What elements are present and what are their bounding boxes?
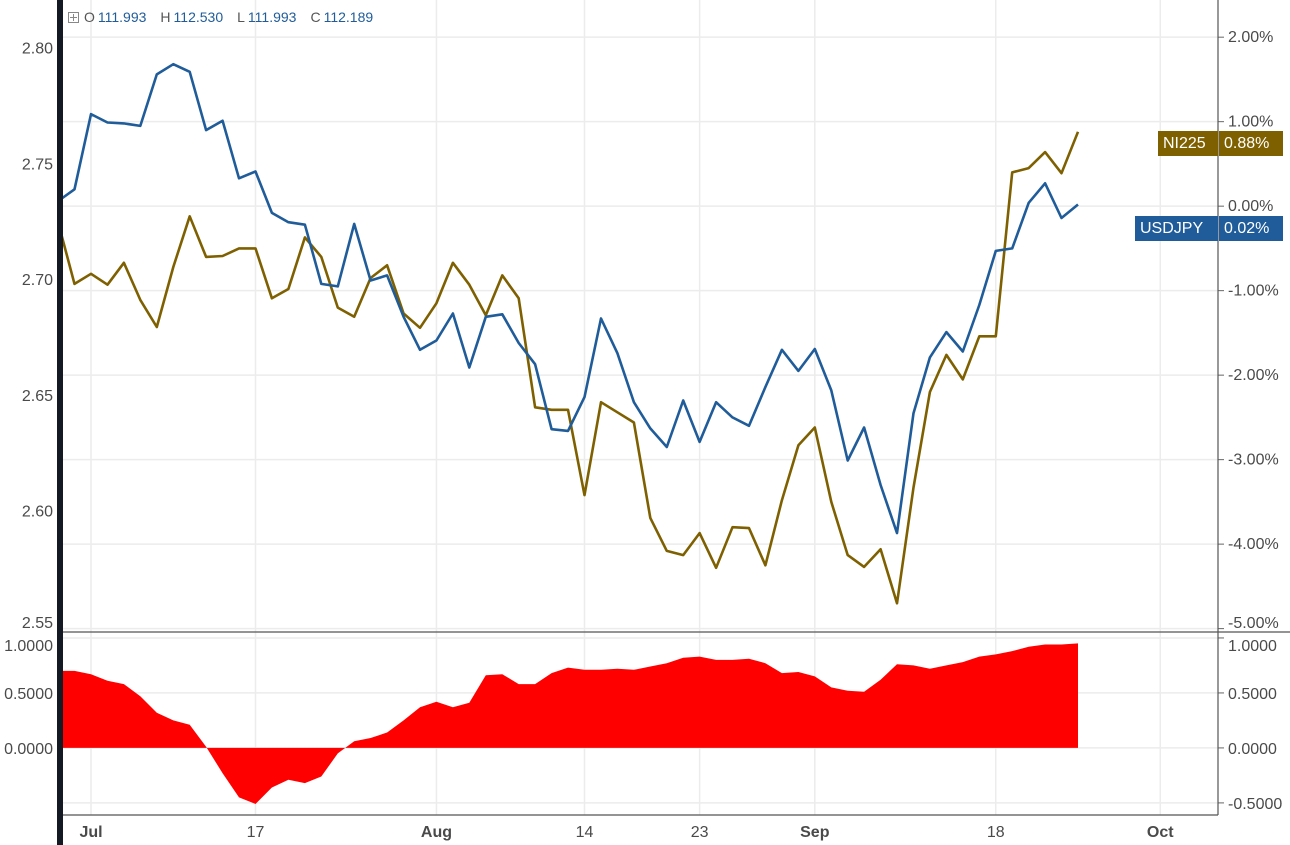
high-value: 112.530 (173, 9, 224, 25)
left-axis-label: 2.75 (22, 156, 53, 173)
high-label: H (160, 9, 171, 25)
right-axis-label: -1.00% (1228, 283, 1279, 300)
ni225-name-tag: NI225 (1158, 131, 1218, 156)
sub-right-axis-label: 0.0000 (1228, 741, 1277, 758)
left-axis-label: 2.80 (22, 41, 53, 58)
sub-right-axis-label: -0.5000 (1228, 796, 1282, 813)
sub-left-axis-label: 1.0000 (4, 638, 53, 655)
left-axis-label: 2.65 (22, 388, 53, 405)
x-tick-label: Oct (1147, 824, 1174, 841)
open-value: 111.993 (97, 9, 147, 25)
correlation-area (63, 643, 1078, 804)
left-scrollbar-edge (57, 0, 63, 845)
close-label: C (310, 9, 321, 25)
ni225-value-tag: 0.88% (1219, 131, 1283, 156)
low-value: 111.993 (247, 9, 297, 25)
x-tick-label: Sep (800, 824, 830, 841)
open-label: O (84, 9, 95, 25)
usdjpy-line (63, 62, 1079, 535)
right-axis-label: -3.00% (1228, 452, 1279, 469)
sub-left-axis-label: 0.0000 (4, 741, 53, 758)
right-axis-label: 0.00% (1228, 198, 1273, 215)
right-axis-label: 2.00% (1228, 29, 1273, 46)
right-axis-label: -2.00% (1228, 367, 1279, 384)
x-tick-label: Jul (79, 824, 102, 841)
sub-left-axis-label: 0.5000 (4, 686, 53, 703)
right-axis-label: -5.00% (1228, 615, 1279, 632)
plus-square-icon[interactable] (68, 11, 79, 23)
left-axis-label: 2.70 (22, 272, 53, 289)
sub-right-axis-label: 1.0000 (1228, 638, 1277, 655)
close-value: 112.189 (323, 9, 374, 25)
low-label: L (237, 9, 245, 25)
sub-right-axis-label: 0.5000 (1228, 686, 1277, 703)
x-tick-label: 18 (987, 824, 1005, 841)
ohlc-legend: O 111.993 H 112.530 L 111.993 C 112.189 (68, 9, 373, 25)
left-axis-label: 2.55 (22, 615, 53, 632)
right-axis-label: -4.00% (1228, 536, 1279, 553)
x-tick-label: Aug (421, 824, 452, 841)
x-tick-label: 14 (576, 824, 594, 841)
usdjpy-name-tag: USDJPY (1135, 216, 1218, 241)
right-axis-label: 1.00% (1228, 114, 1273, 131)
usdjpy-value-tag: 0.02% (1219, 216, 1283, 241)
x-tick-label: 23 (691, 824, 709, 841)
ni225-line (63, 131, 1080, 605)
left-axis-label: 2.60 (22, 504, 53, 521)
x-tick-label: 17 (247, 824, 265, 841)
